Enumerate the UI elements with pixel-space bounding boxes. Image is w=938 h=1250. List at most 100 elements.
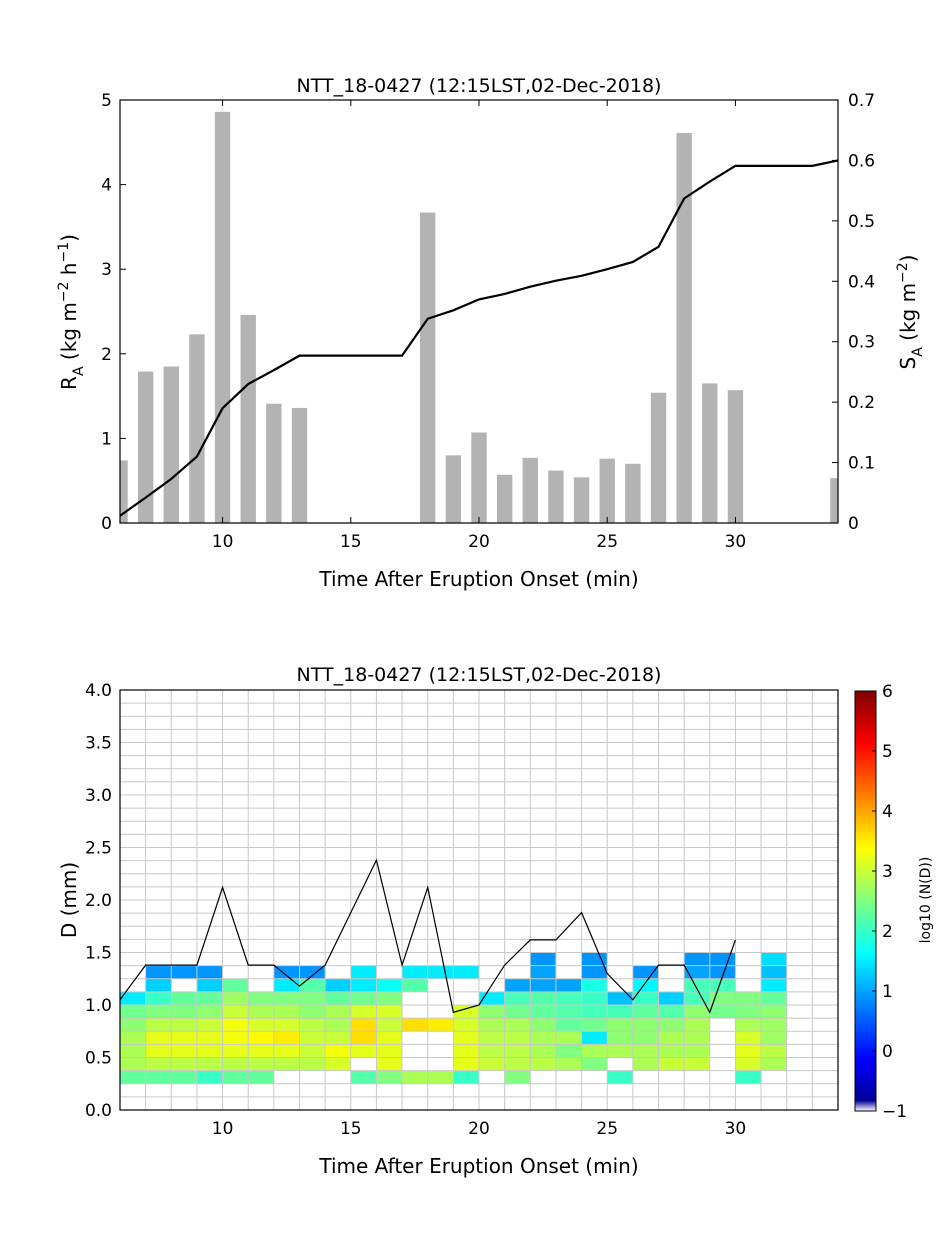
dsd-cell <box>325 1057 351 1071</box>
dsd-cell <box>658 1057 685 1071</box>
dsd-cell <box>376 1057 403 1071</box>
dsd-cell <box>222 1070 249 1084</box>
dsd-cell <box>350 978 377 992</box>
chart2-xlabel: Time After Eruption Onset (min) <box>318 1154 638 1178</box>
dsd-cell <box>299 991 326 1005</box>
x-tick-label: 25 <box>596 1119 618 1139</box>
dsd-cell <box>658 1044 685 1058</box>
x-tick-label: 20 <box>468 532 490 552</box>
rain-bar <box>189 334 205 523</box>
dsd-cell <box>761 1057 787 1071</box>
rainfall-chart: 10 15 20 25 30 0 1 2 3 4 5 0 0.1 0.2 0.3 0.4 0.5 0.6 0.7… <box>56 75 926 591</box>
dsd-cell <box>581 1005 608 1019</box>
dsd-cell <box>504 1005 531 1019</box>
dsd-cell <box>171 991 197 1005</box>
dsd-cell <box>479 1018 505 1032</box>
dsd-cell <box>658 1018 685 1032</box>
dsd-cell <box>376 1005 403 1019</box>
dsd-cell <box>684 1018 710 1032</box>
y-tick-label: 1.5 <box>85 944 112 964</box>
dsd-cell <box>350 1044 377 1058</box>
dsd-heatmap: 10 15 20 25 30 0.00.51.01.52.02.53.03.54.0 N… <box>57 664 934 1178</box>
y-tick-label: 4.0 <box>85 681 112 701</box>
dsd-cell <box>299 1018 326 1032</box>
x-tick-label: 20 <box>468 1119 490 1139</box>
rain-bar <box>522 457 538 523</box>
dsd-cell <box>325 1031 351 1045</box>
chart2-ylabel: D (mm) <box>57 862 81 938</box>
dsd-cell <box>530 1044 556 1058</box>
dsd-cell <box>709 978 736 992</box>
dsd-cell <box>735 1031 762 1045</box>
dsd-cell <box>607 1070 633 1084</box>
dsd-cell <box>555 1044 582 1058</box>
rain-bar <box>496 474 513 523</box>
dsd-cell <box>325 1044 351 1058</box>
rain-bar <box>599 458 615 523</box>
x-tick-label: 10 <box>212 532 234 552</box>
dsd-cell <box>658 1005 685 1019</box>
dsd-cell <box>709 1005 736 1019</box>
dsd-cell <box>222 1044 249 1058</box>
dsd-cell <box>581 965 608 979</box>
dsd-cell <box>350 1031 377 1045</box>
y-tick-label: 4 <box>101 176 112 196</box>
rain-bar <box>137 371 154 523</box>
dsd-cell <box>761 978 787 992</box>
y-tick-label: 2.0 <box>85 891 112 911</box>
y2-tick-label: 0.7 <box>848 91 875 111</box>
rain-bar <box>420 212 436 523</box>
chart1-xlabel: Time After Eruption Onset (min) <box>318 567 638 591</box>
dsd-cell <box>530 965 556 979</box>
y-tick-label: 3 <box>101 260 112 280</box>
rain-bar <box>266 403 282 523</box>
y-tick-label: 1.0 <box>85 996 112 1016</box>
dsd-cell <box>684 978 710 992</box>
dsd-cell <box>581 1057 608 1071</box>
dsd-cell <box>171 1044 197 1058</box>
dsd-cell <box>325 978 351 992</box>
dsd-cell <box>427 1070 454 1084</box>
dsd-cell <box>607 1018 633 1032</box>
y2-tick-label: 0.5 <box>848 212 875 232</box>
dsd-cell <box>761 952 787 966</box>
dsd-cell <box>530 978 556 992</box>
dsd-cell <box>376 991 403 1005</box>
chart1-y2label: SA (kg m−2) <box>895 254 926 369</box>
dsd-cell <box>402 965 428 979</box>
dsd-cell <box>479 1044 505 1058</box>
x-tick-label: 30 <box>725 1119 747 1139</box>
y2-tick-label: 0.2 <box>848 393 875 413</box>
dsd-cell <box>222 978 249 992</box>
x-tick-label: 15 <box>340 1119 362 1139</box>
dsd-cell <box>196 991 223 1005</box>
dsd-cell <box>453 1005 479 1019</box>
dsd-cell <box>222 991 249 1005</box>
dsd-cell <box>171 1018 197 1032</box>
x-tick-label: 30 <box>725 532 747 552</box>
dsd-cell <box>273 978 300 992</box>
rain-bar <box>650 392 667 523</box>
y2-tick-label: 0 <box>848 514 859 534</box>
rain-bar <box>625 463 641 523</box>
dsd-cell <box>145 1031 172 1045</box>
dsd-cell <box>196 1018 223 1032</box>
dsd-cell <box>299 965 326 979</box>
dsd-cell <box>735 1070 762 1084</box>
dsd-cell <box>581 978 608 992</box>
dsd-cell <box>222 1018 249 1032</box>
colorbar-tick-label: 0 <box>882 1042 893 1062</box>
dsd-cell <box>145 965 172 979</box>
colorbar-tick-label: 4 <box>882 802 893 822</box>
dsd-cell <box>145 1018 172 1032</box>
dsd-cell <box>684 1005 710 1019</box>
dsd-cell <box>350 965 377 979</box>
y-tick-label: 2 <box>101 345 112 365</box>
dsd-cell <box>248 1005 274 1019</box>
dsd-cell <box>555 1031 582 1045</box>
x-tick-label: 10 <box>212 1119 234 1139</box>
dsd-cell <box>273 991 300 1005</box>
dsd-cell <box>504 1031 531 1045</box>
rain-bar <box>702 383 718 523</box>
dsd-cell <box>479 1057 505 1071</box>
